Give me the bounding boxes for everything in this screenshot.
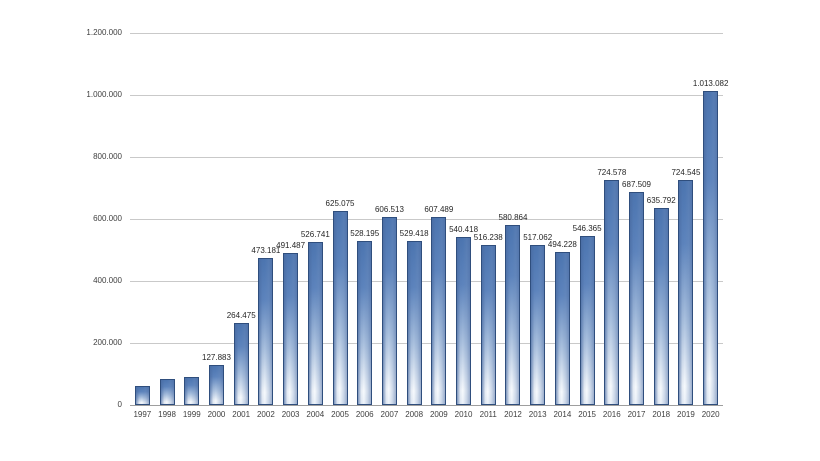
bar-value-label-2016: 724.578 (597, 168, 627, 178)
y-tick-label-1200000: 1.200.000 (86, 28, 122, 37)
bar-value-label-2012: 580.864 (498, 212, 528, 222)
bar-2007 (381, 216, 397, 405)
bar-value-label-2015: 546.365 (572, 223, 602, 233)
bar-2010 (456, 237, 472, 405)
bar-value-label-2014: 494.228 (547, 239, 577, 249)
x-tick-label-2015: 2015 (578, 410, 596, 419)
x-tick-label-2017: 2017 (627, 410, 646, 419)
bar-2017 (629, 191, 645, 405)
bar-value-label-2013: 517.062 (523, 232, 553, 242)
bar-2011 (480, 244, 496, 405)
gridline-1200000 (130, 33, 723, 34)
bar-2014 (554, 251, 570, 405)
x-axis-line (130, 405, 723, 406)
x-tick-label-2005: 2005 (331, 410, 349, 419)
bar-2001 (233, 323, 249, 405)
x-tick-label-2016: 2016 (602, 410, 621, 419)
bar-1997 (134, 385, 150, 405)
y-tick-label-800000: 800.000 (93, 152, 122, 161)
bar-value-label-2009: 607.489 (424, 204, 454, 214)
y-tick-label-400000: 400.000 (93, 276, 122, 285)
gridline-800000 (130, 157, 723, 158)
bar-2020 (703, 90, 719, 405)
bar-2018 (653, 207, 669, 405)
x-tick-label-2014: 2014 (553, 410, 572, 419)
bar-2016 (604, 180, 620, 405)
bar-value-label-2020: 1.013.082 (692, 78, 729, 88)
bar-value-label-2008: 529.418 (399, 228, 429, 238)
bar-value-label-2010: 540.418 (449, 225, 479, 235)
x-tick-label-2000: 2000 (207, 410, 226, 419)
bar-2006 (357, 241, 373, 405)
x-tick-label-2007: 2007 (380, 410, 399, 419)
bar-2012 (505, 224, 521, 405)
bar-2003 (283, 252, 299, 405)
x-tick-label-2018: 2018 (652, 410, 671, 419)
bar-value-label-2003: 491.487 (276, 240, 306, 250)
bar-value-label-2005: 625.075 (325, 199, 355, 209)
x-tick-label-1999: 1999 (182, 410, 201, 419)
x-tick-label-2006: 2006 (355, 410, 374, 419)
bar-2004 (307, 241, 323, 405)
x-tick-label-2001: 2001 (232, 410, 251, 419)
x-tick-label-2003: 2003 (281, 410, 300, 419)
bar-value-label-2002: 473.181 (251, 246, 281, 256)
bar-value-label-2011: 516.238 (473, 232, 503, 242)
bar-2002 (258, 258, 274, 405)
x-tick-label-2004: 2004 (306, 410, 325, 419)
y-tick-label-200000: 200.000 (93, 338, 122, 347)
bar-value-label-2001: 264.475 (226, 311, 256, 320)
x-tick-label-1998: 1998 (158, 410, 176, 419)
x-tick-label-2019: 2019 (677, 410, 695, 419)
gridline-1000000 (130, 95, 723, 96)
bar-2015 (579, 235, 595, 405)
x-tick-label-2011: 2011 (479, 410, 497, 419)
bar-value-label-2004: 526.741 (300, 229, 330, 239)
x-tick-label-2008: 2008 (405, 410, 424, 419)
bar-value-label-2017: 687.509 (622, 179, 651, 189)
x-tick-label-2013: 2013 (528, 410, 547, 419)
bar-2013 (530, 244, 546, 405)
x-tick-label-2009: 2009 (429, 410, 448, 419)
bar-2008 (406, 240, 422, 405)
bar-value-label-2007: 606.513 (374, 204, 404, 214)
y-tick-label-0: 0 (117, 400, 122, 409)
x-tick-label-2012: 2012 (504, 410, 522, 419)
x-tick-label-1997: 1997 (133, 410, 152, 419)
x-tick-label-2002: 2002 (256, 410, 275, 419)
x-tick-label-2020: 2020 (701, 410, 720, 419)
gridline-200000 (130, 343, 723, 344)
bar-value-label-2006: 528.195 (350, 229, 380, 239)
x-tick-label-2010: 2010 (454, 410, 473, 419)
bar-1999 (184, 376, 200, 405)
bar-value-label-2018: 635.792 (646, 195, 676, 205)
y-tick-label-1000000: 1.000.000 (86, 90, 122, 99)
bar-2000 (208, 365, 224, 405)
gridline-400000 (130, 281, 723, 282)
bar-2019 (678, 180, 694, 405)
bar-value-label-2000: 127.883 (202, 353, 231, 363)
bar-2009 (431, 216, 447, 405)
y-tick-label-600000: 600.000 (93, 214, 122, 223)
bar-value-label-2019: 724.545 (671, 168, 701, 178)
bar-2005 (332, 211, 348, 405)
bar-1998 (159, 379, 175, 405)
gridline-600000 (130, 219, 723, 220)
